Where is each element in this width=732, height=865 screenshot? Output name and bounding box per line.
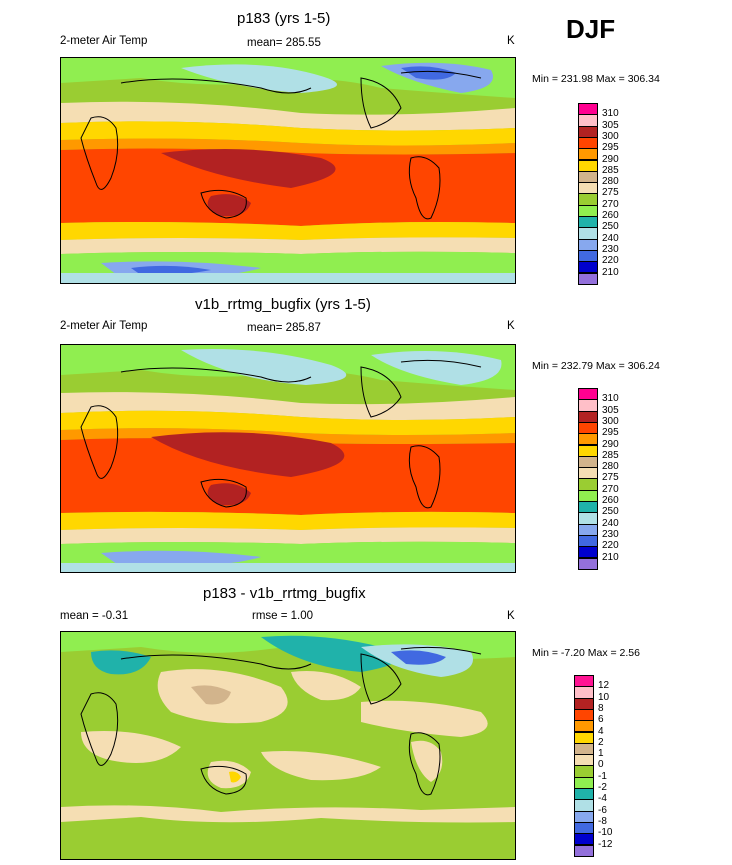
legend-label: -6	[598, 804, 607, 816]
panel-2-map-svg	[61, 345, 515, 572]
legend-label: -12	[598, 838, 613, 850]
legend-label: 305	[602, 119, 619, 131]
legend-label: 210	[602, 266, 619, 278]
legend-label: 300	[602, 130, 619, 142]
panel-2-mean-label: mean= 285.87	[247, 322, 321, 334]
legend-label: 275	[602, 472, 619, 484]
legend-label: -2	[598, 782, 607, 793]
panel-2-minmax: Min = 232.79 Max = 306.24	[532, 360, 660, 372]
legend-label: 240	[602, 232, 619, 244]
legend-label: 305	[602, 404, 619, 416]
legend-label: 0	[598, 759, 604, 771]
panel-2-title: v1b_rrtmg_bugfix (yrs 1-5)	[195, 296, 371, 313]
legend-label: 12	[598, 680, 610, 692]
legend-label: 280	[602, 176, 619, 188]
legend-label: 280	[602, 461, 619, 473]
legend-label: 260	[602, 210, 619, 221]
legend-label: 270	[602, 198, 619, 210]
panel-3-map-svg	[61, 632, 515, 859]
panel-1-mean-label: mean= 285.55	[247, 37, 321, 49]
panel-1-minmax: Min = 231.98 Max = 306.34	[532, 73, 660, 85]
panel-3-rmse-label: rmse = 1.00	[252, 610, 314, 622]
legend-label: 295	[602, 142, 619, 154]
legend-label: 10	[598, 691, 610, 703]
legend-label: 240	[602, 517, 619, 529]
legend-label: 275	[602, 187, 619, 199]
legend-label: 250	[602, 221, 619, 233]
season-label: DJF	[566, 14, 616, 44]
panel-3-legend: 12 10 8 6 4 2 1 0 -1 -2 -4 -6 -8 -10 -12	[574, 675, 634, 857]
legend-label: 4	[598, 725, 604, 737]
panel-3-units-label: K	[507, 610, 515, 622]
legend-label: -4	[598, 793, 607, 805]
legend-label: 6	[598, 714, 604, 726]
panel-1-map	[60, 57, 516, 284]
legend-label: 250	[602, 506, 619, 518]
panel-1-map-svg	[61, 58, 515, 283]
panel-2-map	[60, 344, 516, 573]
panel-2-variable-label: 2-meter Air Temp	[60, 320, 148, 332]
legend-label: 285	[602, 449, 619, 461]
legend-label: 295	[602, 427, 619, 439]
legend-label: 220	[602, 255, 619, 267]
legend-label: 310	[602, 393, 619, 405]
legend-label: 270	[602, 483, 619, 495]
legend-color-box	[578, 557, 598, 570]
panel-1-variable-label: 2-meter Air Temp	[60, 35, 148, 47]
legend-label: 1	[598, 748, 604, 760]
panel-3-map	[60, 631, 516, 860]
panel-3-title: p183 - v1b_rrtmg_bugfix	[203, 585, 366, 602]
legend-label: 290	[602, 438, 619, 450]
panel-2-units-label: K	[507, 320, 515, 332]
legend-color-box	[574, 844, 594, 857]
panel-1-legend: 310 305 300 295 290 285 280 275 270 260 250 240 230 2…	[578, 103, 638, 285]
legend-label: 210	[602, 551, 619, 563]
legend-label: 260	[602, 495, 619, 506]
legend-label: 230	[602, 243, 619, 255]
legend-label: 310	[602, 108, 619, 120]
panel-3-mean-label: mean = -0.31	[60, 610, 129, 622]
panel-1-title: p183 (yrs 1-5)	[237, 10, 331, 27]
legend-label: 230	[602, 528, 619, 540]
legend-label: 300	[602, 415, 619, 427]
panel-2-legend: 310 305 300 295 290 285 280 275 270 260 250 240 230 2…	[578, 388, 638, 570]
legend-label: 220	[602, 540, 619, 552]
legend-label: -8	[598, 815, 607, 827]
legend-label: -1	[598, 770, 607, 782]
legend-label: 290	[602, 153, 619, 165]
legend-label: 8	[598, 702, 604, 714]
legend-color-box	[578, 272, 598, 285]
legend-label: 285	[602, 164, 619, 176]
panel-1-units-label: K	[507, 35, 515, 47]
panel-3-minmax: Min = -7.20 Max = 2.56	[532, 647, 640, 659]
legend-label: 2	[598, 736, 604, 748]
legend-label: -10	[598, 827, 613, 839]
